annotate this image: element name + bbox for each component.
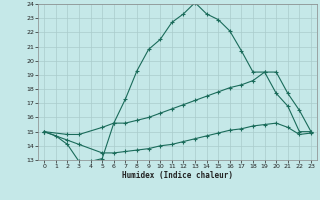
- X-axis label: Humidex (Indice chaleur): Humidex (Indice chaleur): [122, 171, 233, 180]
